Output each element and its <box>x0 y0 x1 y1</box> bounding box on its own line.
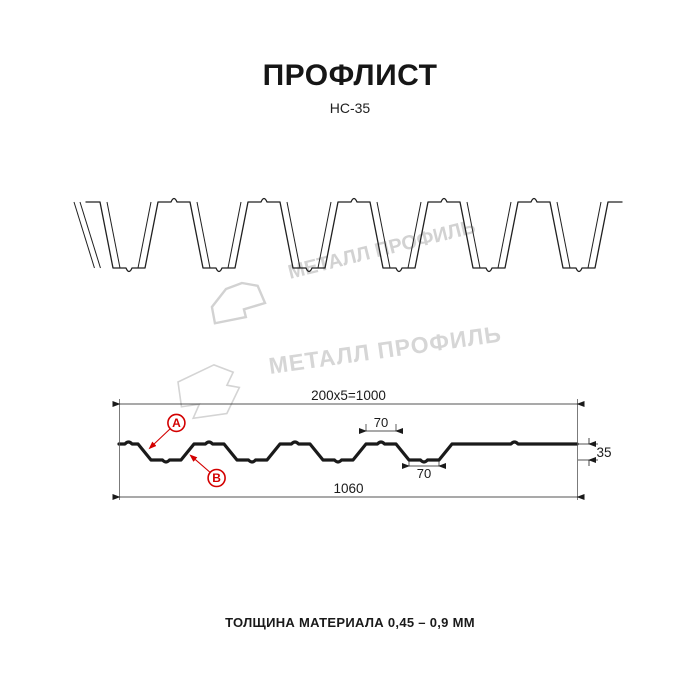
svg-text:70: 70 <box>374 415 388 430</box>
svg-text:1060: 1060 <box>333 481 363 496</box>
svg-text:НС-35: НС-35 <box>330 100 371 116</box>
svg-text:ТОЛЩИНА МАТЕРИАЛА 0,45 – 0,9 М: ТОЛЩИНА МАТЕРИАЛА 0,45 – 0,9 ММ <box>225 615 475 630</box>
svg-text:200x5=1000: 200x5=1000 <box>311 388 386 403</box>
svg-text:A: A <box>172 416 181 430</box>
svg-text:70: 70 <box>417 466 431 481</box>
svg-text:B: B <box>212 471 221 485</box>
svg-text:35: 35 <box>596 445 611 460</box>
svg-text:ПРОФЛИСТ: ПРОФЛИСТ <box>263 59 438 92</box>
